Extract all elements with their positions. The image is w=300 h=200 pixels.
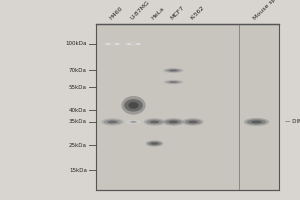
Ellipse shape (244, 118, 269, 126)
Ellipse shape (144, 118, 165, 126)
Text: 15kDa: 15kDa (69, 168, 87, 173)
Ellipse shape (126, 43, 141, 45)
Text: 25kDa: 25kDa (69, 143, 87, 148)
Ellipse shape (165, 119, 181, 124)
Ellipse shape (146, 119, 163, 124)
Ellipse shape (130, 121, 136, 123)
Text: 100kDa: 100kDa (65, 41, 87, 46)
Text: 40kDa: 40kDa (69, 108, 87, 113)
Ellipse shape (188, 121, 197, 123)
Ellipse shape (251, 120, 262, 123)
Ellipse shape (126, 120, 141, 124)
Ellipse shape (128, 120, 139, 123)
Ellipse shape (163, 80, 184, 84)
Ellipse shape (106, 43, 119, 45)
Ellipse shape (185, 119, 201, 124)
Bar (96, 24, 279, 190)
Ellipse shape (130, 43, 137, 44)
Text: 35kDa: 35kDa (69, 119, 87, 124)
Text: Mouse spleen: Mouse spleen (253, 0, 287, 21)
Ellipse shape (146, 140, 163, 147)
Ellipse shape (104, 119, 121, 124)
Ellipse shape (124, 99, 143, 112)
Ellipse shape (128, 43, 140, 45)
Text: H460: H460 (109, 6, 124, 21)
Ellipse shape (182, 118, 204, 126)
Ellipse shape (128, 102, 139, 109)
Ellipse shape (169, 70, 178, 71)
Ellipse shape (151, 142, 158, 145)
Text: — DIMT1: — DIMT1 (285, 119, 300, 124)
Ellipse shape (122, 96, 146, 115)
Text: K-562: K-562 (189, 5, 205, 21)
Ellipse shape (101, 118, 124, 126)
Ellipse shape (166, 81, 181, 84)
Text: 70kDa: 70kDa (69, 68, 87, 73)
Ellipse shape (163, 68, 184, 73)
Ellipse shape (109, 43, 116, 44)
Text: HeLa: HeLa (151, 6, 166, 21)
Ellipse shape (247, 119, 266, 125)
Ellipse shape (150, 121, 159, 123)
Ellipse shape (108, 121, 117, 123)
Ellipse shape (148, 141, 161, 146)
Ellipse shape (166, 69, 181, 72)
Ellipse shape (169, 81, 178, 83)
Ellipse shape (169, 121, 178, 123)
Ellipse shape (163, 118, 184, 126)
Ellipse shape (105, 43, 120, 45)
Text: MCF7: MCF7 (170, 5, 186, 21)
Text: 55kDa: 55kDa (69, 85, 87, 90)
Text: U-87MG: U-87MG (130, 0, 151, 21)
